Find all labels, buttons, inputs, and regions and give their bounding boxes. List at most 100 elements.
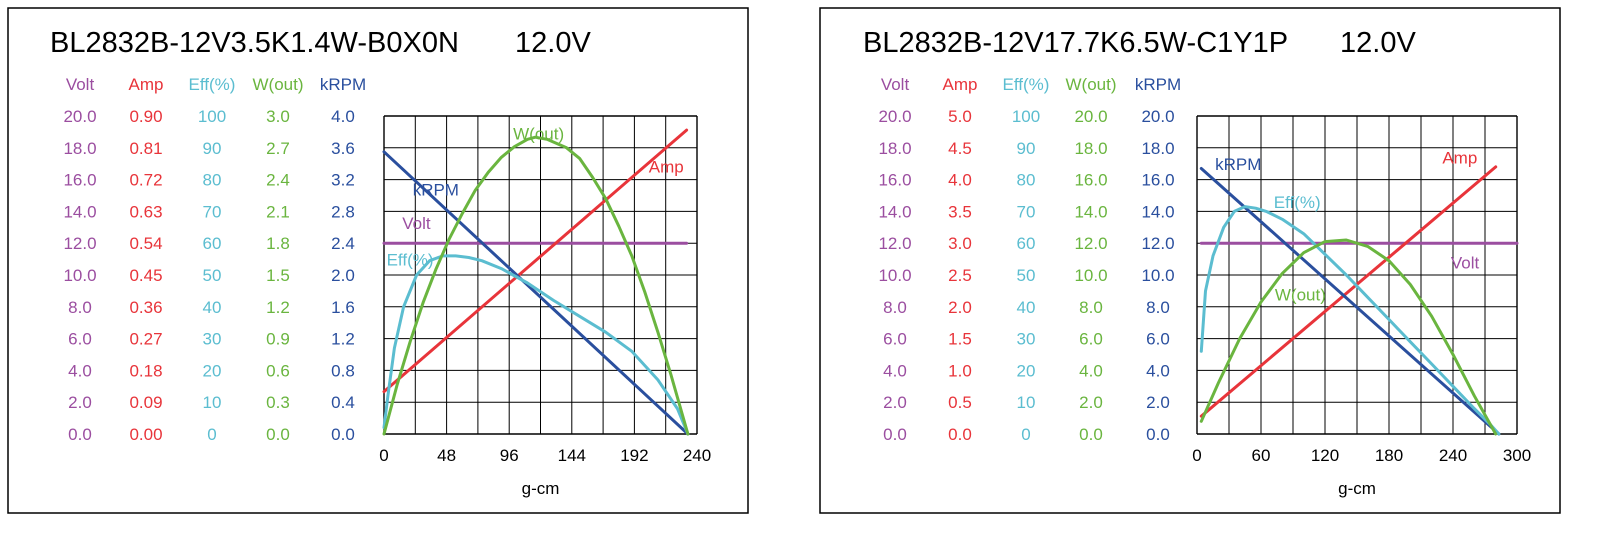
axis-tick-eff: 20 bbox=[1017, 361, 1036, 380]
axis-tick-krpm: 0.8 bbox=[331, 361, 355, 380]
series-label-eff: Eff(%) bbox=[387, 250, 434, 269]
axis-tick-amp: 0.09 bbox=[129, 393, 162, 412]
axis-tick-volt: 4.0 bbox=[883, 361, 907, 380]
axis-tick-wout: 0.0 bbox=[1079, 425, 1103, 444]
axis-header-wout: W(out) bbox=[1066, 75, 1117, 94]
axis-tick-wout: 0.0 bbox=[266, 425, 290, 444]
series-line-w-out bbox=[382, 135, 690, 436]
axis-header-amp: Amp bbox=[943, 75, 978, 94]
x-tick-label: 300 bbox=[1503, 446, 1531, 465]
axis-header-amp: Amp bbox=[129, 75, 164, 94]
axis-header-krpm: kRPM bbox=[1135, 75, 1181, 94]
axis-tick-wout: 14.0 bbox=[1074, 202, 1107, 221]
axis-tick-eff: 100 bbox=[198, 107, 226, 126]
axis-tick-volt: 12.0 bbox=[63, 234, 96, 253]
axis-tick-krpm: 3.6 bbox=[331, 139, 355, 158]
axis-tick-amp: 3.5 bbox=[948, 202, 972, 221]
chart-voltage-label: 12.0V bbox=[1340, 27, 1416, 59]
axis-header-krpm: kRPM bbox=[320, 75, 366, 94]
chart-panel-2: BL2832B-12V17.7K6.5W-C1Y1P 12.0V Volt 20.0 1… bbox=[819, 7, 1561, 514]
axis-tick-eff: 10 bbox=[203, 393, 222, 412]
axis-tick-amp: 0.0 bbox=[948, 425, 972, 444]
axis-tick-amp: 0.36 bbox=[129, 298, 162, 317]
axis-tick-wout: 1.5 bbox=[266, 266, 290, 285]
axis-tick-volt: 4.0 bbox=[68, 361, 92, 380]
axis-tick-krpm: 6.0 bbox=[1146, 330, 1170, 349]
axis-tick-volt: 16.0 bbox=[878, 171, 911, 190]
axis-tick-volt: 8.0 bbox=[68, 298, 92, 317]
axis-tick-amp: 0.18 bbox=[129, 361, 162, 380]
axis-tick-krpm: 14.0 bbox=[1141, 202, 1174, 221]
axis-tick-wout: 0.9 bbox=[266, 330, 290, 349]
chart-panel-1: BL2832B-12V3.5K1.4W-B0X0N 12.0V Volt 20.0 18… bbox=[7, 7, 749, 514]
axis-tick-eff: 60 bbox=[203, 234, 222, 253]
axis-tick-krpm: 16.0 bbox=[1141, 171, 1174, 190]
axis-tick-eff: 80 bbox=[203, 171, 222, 190]
series-label-eff: Eff(%) bbox=[1274, 193, 1321, 212]
axis-tick-eff: 30 bbox=[203, 330, 222, 349]
axis-header-eff: Eff(%) bbox=[1003, 75, 1050, 94]
axis-tick-eff: 80 bbox=[1017, 171, 1036, 190]
axis-tick-volt: 2.0 bbox=[68, 393, 92, 412]
axis-tick-volt: 8.0 bbox=[883, 298, 907, 317]
chart-title: BL2832B-12V3.5K1.4W-B0X0N bbox=[50, 27, 459, 59]
axis-tick-amp: 0.5 bbox=[948, 393, 972, 412]
axis-tick-wout: 4.0 bbox=[1079, 361, 1103, 380]
axis-header-wout: W(out) bbox=[253, 75, 304, 94]
axis-tick-volt: 18.0 bbox=[63, 139, 96, 158]
axis-tick-volt: 0.0 bbox=[883, 425, 907, 444]
axis-tick-amp: 2.0 bbox=[948, 298, 972, 317]
x-axis-label: g-cm bbox=[1338, 479, 1376, 498]
axis-tick-amp: 0.81 bbox=[129, 139, 162, 158]
series-line-krpm bbox=[382, 150, 690, 436]
axis-tick-eff: 70 bbox=[203, 202, 222, 221]
axis-tick-amp: 4.5 bbox=[948, 139, 972, 158]
axis-tick-krpm: 1.2 bbox=[331, 330, 355, 349]
axis-tick-wout: 0.3 bbox=[266, 393, 290, 412]
axis-header-volt: Volt bbox=[66, 75, 95, 94]
axis-tick-amp: 0.72 bbox=[129, 171, 162, 190]
axis-tick-amp: 0.54 bbox=[129, 234, 162, 253]
axis-tick-krpm: 1.6 bbox=[331, 298, 355, 317]
axis-tick-eff: 40 bbox=[203, 298, 222, 317]
axis-tick-volt: 12.0 bbox=[878, 234, 911, 253]
axis-tick-krpm: 18.0 bbox=[1141, 139, 1174, 158]
axis-tick-wout: 8.0 bbox=[1079, 298, 1103, 317]
axis-tick-krpm: 2.8 bbox=[331, 202, 355, 221]
axis-tick-volt: 2.0 bbox=[883, 393, 907, 412]
series-line-amp bbox=[382, 128, 689, 394]
axis-tick-eff: 60 bbox=[1017, 234, 1036, 253]
axis-tick-krpm: 2.4 bbox=[331, 234, 355, 253]
axis-tick-eff: 0 bbox=[1021, 425, 1030, 444]
axis-tick-amp: 0.00 bbox=[129, 425, 162, 444]
axis-tick-volt: 10.0 bbox=[878, 266, 911, 285]
x-tick-label: 48 bbox=[437, 446, 456, 465]
axis-tick-wout: 6.0 bbox=[1079, 330, 1103, 349]
axis-tick-wout: 20.0 bbox=[1074, 107, 1107, 126]
series-label-amp: Amp bbox=[649, 158, 684, 177]
axis-tick-volt: 14.0 bbox=[63, 202, 96, 221]
axis-tick-amp: 0.45 bbox=[129, 266, 162, 285]
axis-tick-volt: 0.0 bbox=[68, 425, 92, 444]
series-label-volt: Volt bbox=[402, 214, 431, 233]
series-line-eff bbox=[1199, 205, 1501, 436]
axis-tick-krpm: 2.0 bbox=[1146, 393, 1170, 412]
axis-tick-volt: 20.0 bbox=[878, 107, 911, 126]
axis-tick-volt: 6.0 bbox=[883, 330, 907, 349]
axis-tick-amp: 3.0 bbox=[948, 234, 972, 253]
axis-tick-wout: 3.0 bbox=[266, 107, 290, 126]
x-tick-label: 96 bbox=[500, 446, 519, 465]
axis-tick-krpm: 0.0 bbox=[331, 425, 355, 444]
axis-tick-eff: 50 bbox=[1017, 266, 1036, 285]
axis-tick-krpm: 8.0 bbox=[1146, 298, 1170, 317]
x-tick-label: 240 bbox=[1439, 446, 1467, 465]
axis-tick-eff: 30 bbox=[1017, 330, 1036, 349]
x-tick-label: 60 bbox=[1252, 446, 1271, 465]
axis-tick-eff: 0 bbox=[207, 425, 216, 444]
axis-tick-krpm: 4.0 bbox=[331, 107, 355, 126]
axis-tick-eff: 100 bbox=[1012, 107, 1040, 126]
x-tick-label: 192 bbox=[620, 446, 648, 465]
axis-tick-wout: 2.4 bbox=[266, 171, 290, 190]
axis-tick-amp: 5.0 bbox=[948, 107, 972, 126]
